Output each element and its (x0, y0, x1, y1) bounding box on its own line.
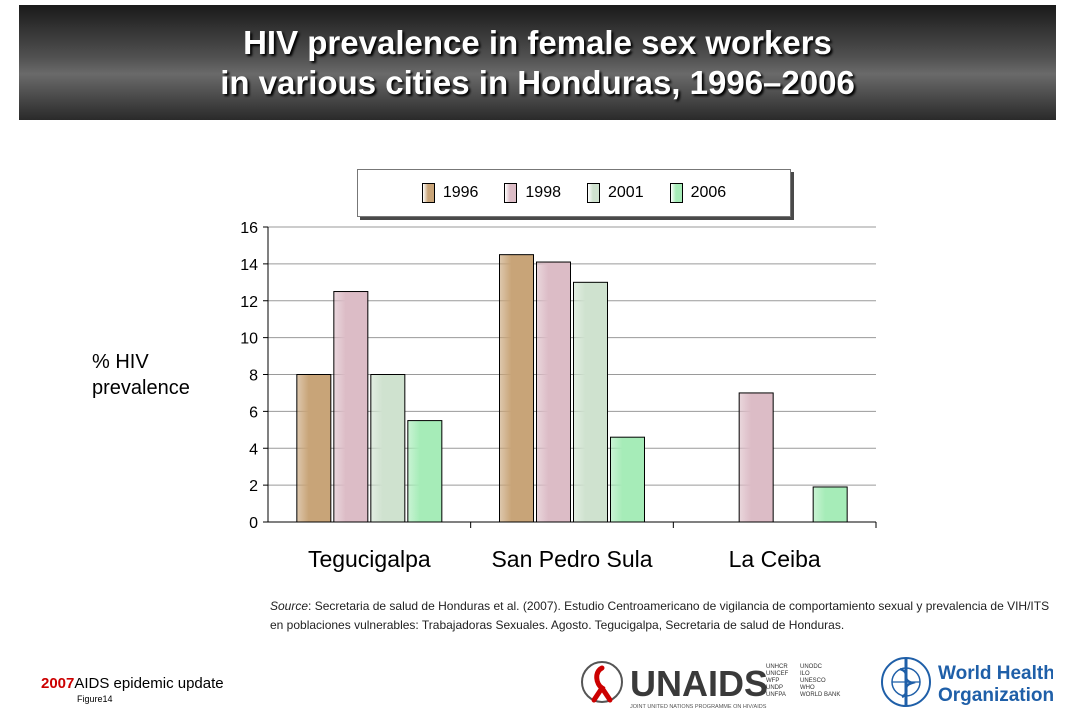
source-note: Source: Secretaria de salud de Honduras … (270, 597, 1060, 635)
y-axis-title-line1: % HIV (92, 351, 149, 373)
chart-title-line2: in various cities in Honduras, 1996–2006 (220, 63, 855, 101)
title-banner: HIV prevalence in female sex workers in … (19, 5, 1056, 120)
y-tick-label: 6 (249, 404, 258, 421)
cosponsor-label: UNODC (800, 664, 823, 670)
who-logo: World Health Organization (881, 657, 1053, 707)
y-tick-label: 8 (249, 368, 258, 385)
y-axis-title: % HIV prevalence (92, 349, 190, 401)
legend-label: 2001 (608, 184, 644, 201)
legend-label: 2006 (690, 184, 727, 201)
legend-item-2006: 2006 (669, 183, 727, 203)
bar-1998-la-ceiba (738, 392, 774, 523)
y-tick-label: 14 (240, 257, 258, 274)
y-tick-label: 2 (249, 478, 258, 495)
x-category-label: La Ceiba (729, 546, 821, 572)
cosponsor-label: WFP (766, 678, 779, 684)
legend-swatch (587, 183, 600, 203)
un-emblem-icon (581, 661, 623, 703)
legend-item-1998: 1998 (504, 183, 561, 203)
bar-2006-la-ceiba (812, 486, 848, 523)
chart-title-line1: HIV prevalence in female sex workers (243, 23, 832, 61)
y-axis-title-line2: prevalence (92, 377, 190, 399)
bar-2006-tegucigalpa (407, 420, 443, 523)
x-category-label: Tegucigalpa (308, 546, 431, 572)
who-emblem-icon (881, 657, 931, 707)
cosponsor-label: UNDP (766, 685, 783, 691)
footer-year: 2007 (41, 675, 75, 692)
x-category-label: San Pedro Sula (491, 546, 652, 572)
y-tick-label: 10 (240, 331, 258, 348)
unaids-wordmark: UNAIDS (630, 663, 768, 704)
cosponsor-label: WORLD BANK (800, 692, 840, 698)
chart-legend: 1996 1998 2001 2006 (357, 169, 791, 217)
cosponsor-label: WHO (800, 685, 815, 691)
footer-figure-number: Figure14 (77, 694, 113, 704)
source-prefix: Source (270, 599, 309, 613)
who-name-line1: World Health (938, 663, 1053, 684)
legend-item-1996: 1996 (421, 183, 479, 203)
legend-item-2001: 2001 (587, 183, 644, 203)
y-tick-label: 16 (240, 220, 258, 237)
y-tick-label: 4 (249, 441, 258, 458)
bar-1998-tegucigalpa (333, 291, 369, 523)
legend-swatch (504, 183, 518, 203)
cosponsor-label: ILO (800, 671, 810, 677)
unaids-tagline: JOINT UNITED NATIONS PROGRAMME ON HIV/AI… (630, 704, 767, 710)
bar-1996-tegucigalpa (296, 374, 332, 523)
legend-label: 1996 (442, 184, 479, 201)
source-text: : Secretaria de salud de Honduras et al.… (270, 599, 1050, 632)
who-name-line2: Organization (938, 685, 1053, 706)
red-ribbon-icon (591, 665, 613, 703)
bar-2001-tegucigalpa (370, 374, 406, 523)
footer-label: 2007AIDS epidemic update (41, 675, 224, 692)
cosponsor-label: UNICEF (766, 671, 789, 677)
footer-title: AIDS epidemic update (74, 675, 224, 692)
legend-swatch (421, 183, 435, 203)
bar-1996-san-pedro-sula (499, 254, 534, 523)
y-tick-label: 12 (240, 294, 258, 311)
cosponsor-label: UNHCR (766, 664, 788, 670)
bar-2006-san-pedro-sula (610, 436, 645, 523)
y-tick-label: 0 (249, 515, 258, 532)
legend-swatch (669, 183, 683, 203)
cosponsor-label: UNESCO (800, 678, 826, 684)
unaids-logo: UNAIDS UNHCR UNICEF WFP UNDP UNFPA UNODC… (581, 661, 840, 710)
bar-1998-san-pedro-sula (536, 261, 571, 523)
legend-label: 1998 (525, 184, 561, 201)
bar-2001-san-pedro-sula (573, 281, 608, 523)
cosponsor-label: UNFPA (766, 692, 786, 698)
